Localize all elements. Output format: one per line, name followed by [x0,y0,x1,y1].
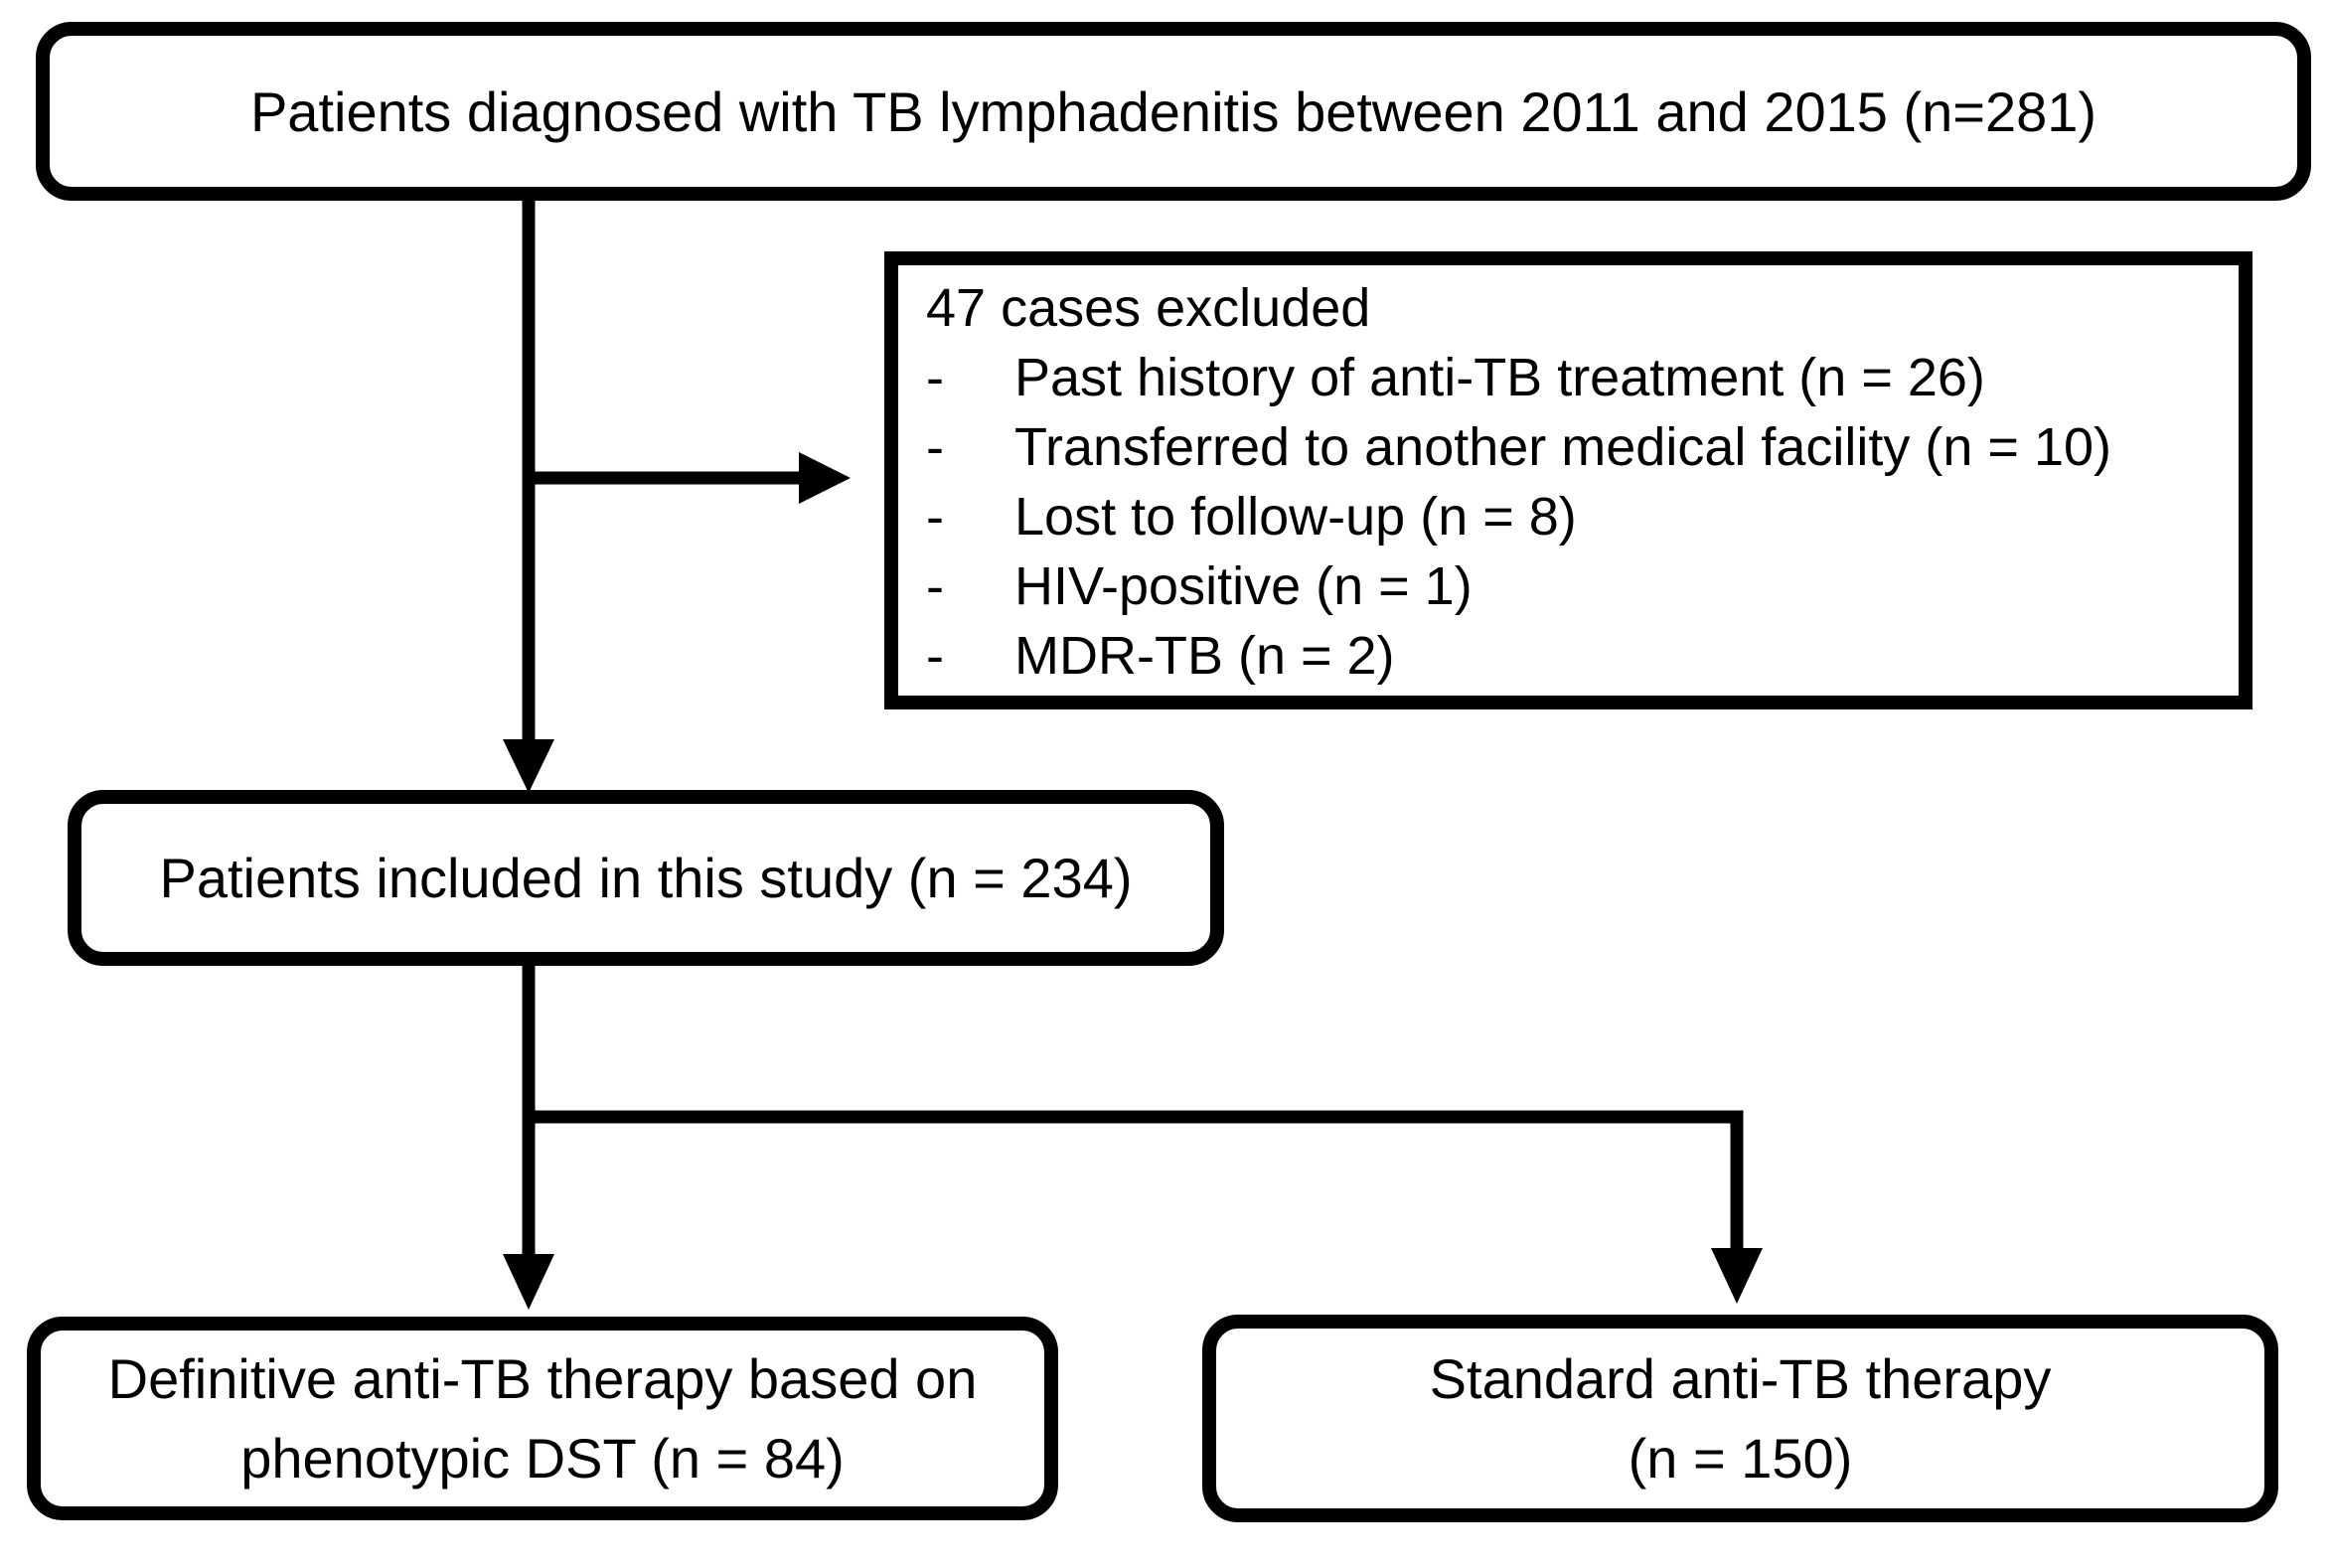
excluded-item: - Past history of anti-TB treatment (n =… [926,343,2219,412]
arrow-to-standard-head [1711,1248,1763,1304]
bullet-dash: - [926,626,944,686]
arrow-included-to-definitive-head [503,1254,554,1310]
node-included-label: Patients included in this study (n = 234… [159,847,1133,909]
bullet-dash: - [926,487,944,547]
excluded-item-label: MDR-TB (n = 2) [1014,626,1395,686]
node-diagnosed: Patients diagnosed with TB lymphadenitis… [36,22,2311,201]
excluded-item: - HIV-positive (n = 1) [926,551,2219,621]
excluded-item-label: Lost to follow-up (n = 8) [1014,487,1577,547]
excluded-item: - Transferred to another medical facilit… [926,412,2219,482]
excluded-item-label: Transferred to another medical facility … [1014,417,2111,477]
node-included: Patients included in this study (n = 234… [68,790,1224,966]
excluded-heading: 47 cases excluded [926,278,1371,338]
arrow-diagnosed-to-included-head [503,739,554,793]
excluded-item-label: Past history of anti-TB treatment (n = 2… [1014,348,1985,407]
node-standard-therapy: Standard anti-TB therapy (n = 150) [1202,1315,2278,1522]
arrow-split-bar [529,1110,1744,1250]
node-excluded: 47 cases excluded - Past history of anti… [884,251,2252,709]
node-definitive-line1: Definitive anti-TB therapy based on [107,1346,978,1410]
node-diagnosed-label: Patients diagnosed with TB lymphadenitis… [249,79,2097,143]
excluded-item: - Lost to follow-up (n = 8) [926,482,2219,551]
node-standard-line1: Standard anti-TB therapy [1429,1346,2052,1410]
node-definitive-therapy: Definitive anti-TB therapy based on phen… [27,1317,1058,1520]
bullet-dash: - [926,417,944,477]
node-definitive-line2: phenotypic DST (n = 84) [240,1426,845,1490]
excluded-item: - MDR-TB (n = 2) [926,621,2219,691]
bullet-dash: - [926,556,944,616]
node-standard-line2: (n = 150) [1628,1426,1853,1490]
bullet-dash: - [926,348,944,407]
arrow-to-excluded-head [799,452,851,504]
excluded-item-label: HIV-positive (n = 1) [1014,556,1473,616]
